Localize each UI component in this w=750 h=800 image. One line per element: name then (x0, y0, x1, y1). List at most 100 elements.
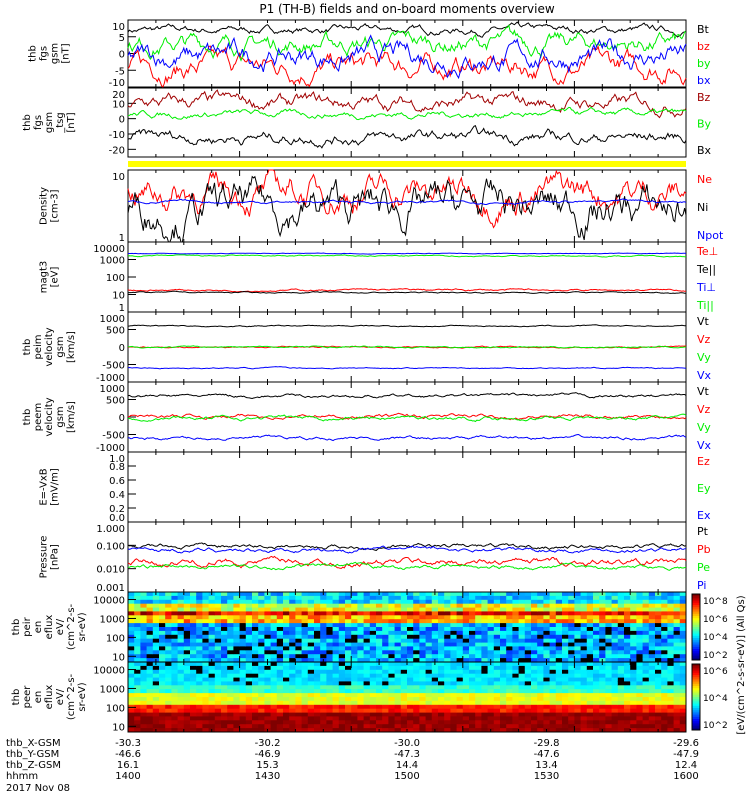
spectrogram-cell (555, 677, 563, 682)
y-axis-label: en (33, 691, 44, 704)
spectrogram-cell (593, 693, 600, 698)
spectrogram-cell (537, 712, 544, 717)
spectrogram-cell (555, 665, 563, 671)
spectrogram-cell (382, 619, 389, 624)
spectrogram-cell (512, 619, 520, 624)
spectrogram-cell (314, 611, 321, 616)
spectrogram-cell (431, 708, 439, 714)
spectrogram-cell (568, 689, 575, 694)
spectrogram-cell (208, 595, 216, 601)
spectrogram-cell (221, 642, 228, 647)
spectrogram-cell (146, 681, 154, 686)
spectrogram-cell (128, 700, 135, 706)
spectrogram-cell (165, 677, 172, 682)
spectrogram-cell (202, 595, 210, 601)
spectrogram-cell (624, 720, 631, 725)
spectrogram-cell (617, 728, 625, 733)
spectrogram-cell (301, 642, 309, 647)
spectrogram-cell (444, 623, 451, 628)
spectrogram-cell (574, 728, 582, 733)
spectrogram-cell (481, 615, 489, 620)
spectrogram-cell (506, 708, 513, 714)
spectrogram-cell (630, 700, 637, 706)
spectrogram-cell (258, 630, 265, 636)
spectrogram-cell (159, 708, 166, 714)
spectrogram-cell (555, 634, 563, 640)
spectrogram-cell (190, 654, 197, 659)
spectrogram-cell (357, 665, 365, 671)
spectrogram-cell (382, 627, 389, 632)
spectrogram-cell (307, 658, 315, 663)
spectrogram-cell (425, 677, 433, 682)
spectrogram-cell (518, 654, 526, 659)
spectrogram-cell (655, 697, 662, 702)
spectrogram-cell (568, 712, 575, 717)
spectrogram-cell (555, 607, 563, 612)
spectrogram-cell (283, 592, 290, 597)
spectrogram-cell (487, 673, 495, 679)
spectrogram-cell (407, 615, 414, 620)
spectrogram-cell (661, 712, 668, 717)
spectrogram-cell (245, 646, 253, 651)
spectrogram-cell (599, 642, 606, 647)
spectrogram-cell (283, 595, 290, 601)
legend-Pb: Pb (697, 543, 711, 556)
spectrogram-cell (580, 646, 588, 651)
spectrogram-cell (586, 623, 594, 628)
spectrogram-cell (307, 700, 315, 706)
spectrogram-cell (227, 716, 234, 721)
spectrogram-cell (506, 634, 513, 640)
spectrogram-cell (332, 685, 340, 690)
spectrogram-cell (599, 615, 606, 620)
spectrogram-cell (369, 630, 377, 636)
spectrogram-cell (363, 697, 371, 702)
spectrogram-cell (462, 724, 470, 729)
spectrogram-cell (469, 728, 476, 733)
spectrogram-cell (555, 704, 563, 710)
spectrogram-cell (245, 642, 253, 647)
spectrogram-cell (487, 665, 495, 671)
spectrogram-cell (438, 728, 445, 733)
spectrogram-cell (524, 681, 532, 686)
spectrogram-cell (586, 658, 594, 663)
spectrogram-cell (165, 689, 172, 694)
spectrogram-cell (512, 693, 520, 698)
spectrogram-cell (202, 681, 210, 686)
spectrogram-cell (617, 607, 625, 612)
spectrogram-cell (599, 716, 606, 721)
spectrogram-cell (524, 662, 532, 667)
spectrogram-cell (134, 650, 141, 655)
spectrogram-cell (518, 704, 526, 710)
spectrogram-cell (338, 646, 346, 651)
spectrogram-cell (351, 700, 358, 706)
spectrogram-cell (382, 599, 389, 605)
legend-Bt: Bt (697, 23, 710, 36)
spectrogram-cell (431, 599, 439, 605)
spectrogram-cell (518, 689, 526, 694)
spectrogram-cell (407, 650, 414, 655)
spectrogram-cell (363, 693, 371, 698)
spectrogram-cell (295, 669, 303, 675)
spectrogram-cell (630, 599, 637, 605)
spectrogram-cell (655, 673, 662, 679)
spectrogram-cell (363, 720, 371, 725)
spectrogram-cell (357, 619, 365, 624)
spectrogram-cell (636, 681, 644, 686)
spectrogram-cell (661, 599, 668, 605)
spectrogram-cell (493, 638, 501, 644)
spectrogram-cell (394, 646, 402, 651)
spectrogram-cell (283, 611, 290, 616)
spectrogram-cell (202, 638, 210, 644)
spectrogram-cell (307, 595, 315, 601)
spectrogram-cell (152, 650, 160, 655)
spectrogram-cell (258, 716, 265, 721)
spectrogram-cell (301, 611, 309, 616)
spectrogram-cell (444, 673, 451, 679)
spectrogram-cell (679, 607, 687, 612)
spectrogram-cell (190, 623, 197, 628)
spectrogram-cell (531, 662, 538, 667)
spectrogram-cell (419, 716, 427, 721)
spectrogram-cell (549, 607, 557, 612)
spectrogram-cell (134, 697, 141, 702)
spectrogram-cell (493, 708, 501, 714)
